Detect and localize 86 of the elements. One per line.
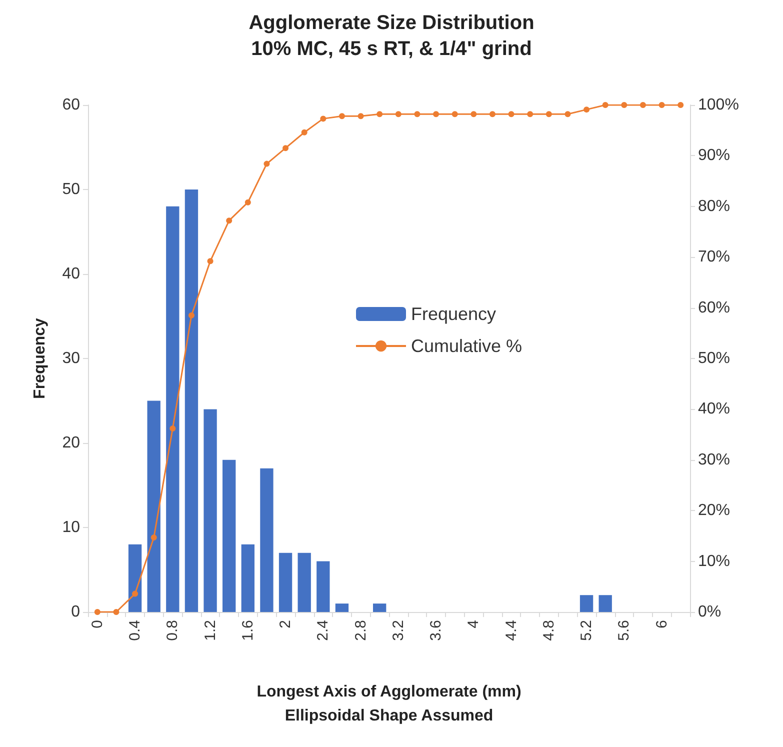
y-tick-label: 30: [62, 350, 80, 367]
y-tick-label: 50: [62, 181, 80, 198]
point: [433, 111, 440, 118]
bar: [598, 595, 612, 612]
bar: [222, 460, 236, 612]
point: [640, 102, 646, 108]
point: [452, 111, 458, 118]
x-tick-label: 1.6: [239, 620, 256, 641]
point: [207, 258, 214, 264]
y2-tick-label: 10%: [698, 552, 730, 570]
x-tick-label: 3.6: [428, 620, 445, 641]
point: [602, 102, 608, 108]
point: [658, 102, 665, 108]
y-tick-label: 20: [62, 434, 80, 452]
x-tick-label: 4: [465, 620, 482, 628]
point: [244, 199, 251, 206]
y2-tick-label: 70%: [698, 248, 730, 266]
y2-tick-label: 20%: [698, 502, 730, 520]
point: [264, 160, 270, 167]
point: [508, 111, 514, 118]
bar: [316, 561, 330, 612]
bar: [128, 544, 142, 612]
x-tick-label: 0.8: [164, 620, 182, 641]
x-tick-label: 4.8: [540, 620, 558, 641]
point: [150, 534, 157, 540]
bar: [204, 409, 217, 612]
y-tick-label: 60: [62, 96, 80, 114]
x-tick-label: 0.4: [126, 620, 144, 641]
point: [282, 145, 289, 152]
point: [132, 590, 138, 597]
legend-label: Cumulative %: [411, 336, 522, 356]
x-tick-label: 6: [653, 620, 670, 628]
bar: [241, 544, 254, 612]
y2-tick-label: 50%: [698, 350, 730, 367]
point: [584, 106, 590, 113]
bar: [373, 604, 386, 612]
x-tick-label: 2: [277, 620, 294, 628]
point: [320, 116, 326, 122]
bar: [166, 206, 180, 612]
y2-tick-label: 30%: [698, 451, 730, 468]
x-tick-label: 5.6: [616, 620, 633, 641]
y-tick-label: 40: [62, 266, 80, 282]
point: [113, 609, 120, 615]
point: [358, 113, 364, 120]
point: [395, 111, 402, 118]
point: [301, 129, 308, 136]
x-tick-label: 5.2: [578, 620, 596, 641]
point: [414, 111, 420, 118]
y2-tick-label: 80%: [698, 198, 730, 215]
y-tick-label: 10: [62, 519, 80, 536]
x-tick-label: 4.4: [502, 620, 520, 641]
chart-title: Agglomerate Size Distribution: [248, 12, 534, 34]
point: [489, 111, 496, 118]
x-tick-label: 2.8: [352, 620, 370, 641]
y2-tick-label: 0%: [698, 604, 722, 620]
y2-tick-label: 40%: [698, 400, 730, 418]
bar: [147, 400, 160, 612]
point: [546, 111, 552, 118]
bar: [298, 552, 311, 612]
x-tick-label: 2.4: [314, 620, 332, 641]
bar: [184, 190, 198, 612]
y2-tick-label: 90%: [698, 147, 730, 164]
point: [470, 111, 477, 118]
x-tick-label: 1.2: [202, 620, 219, 641]
point: [527, 111, 534, 118]
point: [94, 609, 100, 615]
point: [170, 425, 176, 432]
point: [188, 312, 194, 318]
bar: [580, 595, 594, 612]
bar: [278, 552, 292, 612]
point: [338, 113, 345, 120]
bar: [260, 468, 274, 612]
y2-tick-label: 60%: [698, 299, 730, 316]
y-axis-title: Frequency: [32, 318, 48, 399]
point: [621, 102, 628, 108]
bar: [335, 604, 349, 612]
x-tick-label: 3.2: [390, 620, 407, 641]
x-tick-label: 0: [88, 620, 106, 628]
y2-tick-label: 100%: [698, 96, 739, 114]
chart-subtitle: 10% MC, 45 s RT, & 1/4" grind: [251, 38, 532, 60]
point: [564, 111, 571, 118]
legend-label: Frequency: [411, 304, 496, 324]
point: [678, 102, 684, 108]
point: [226, 218, 232, 224]
x-axis-title: Longest Axis of Agglomerate (mm) Ellipsoidal Shape Assumed: [256, 684, 522, 724]
point: [376, 111, 383, 118]
